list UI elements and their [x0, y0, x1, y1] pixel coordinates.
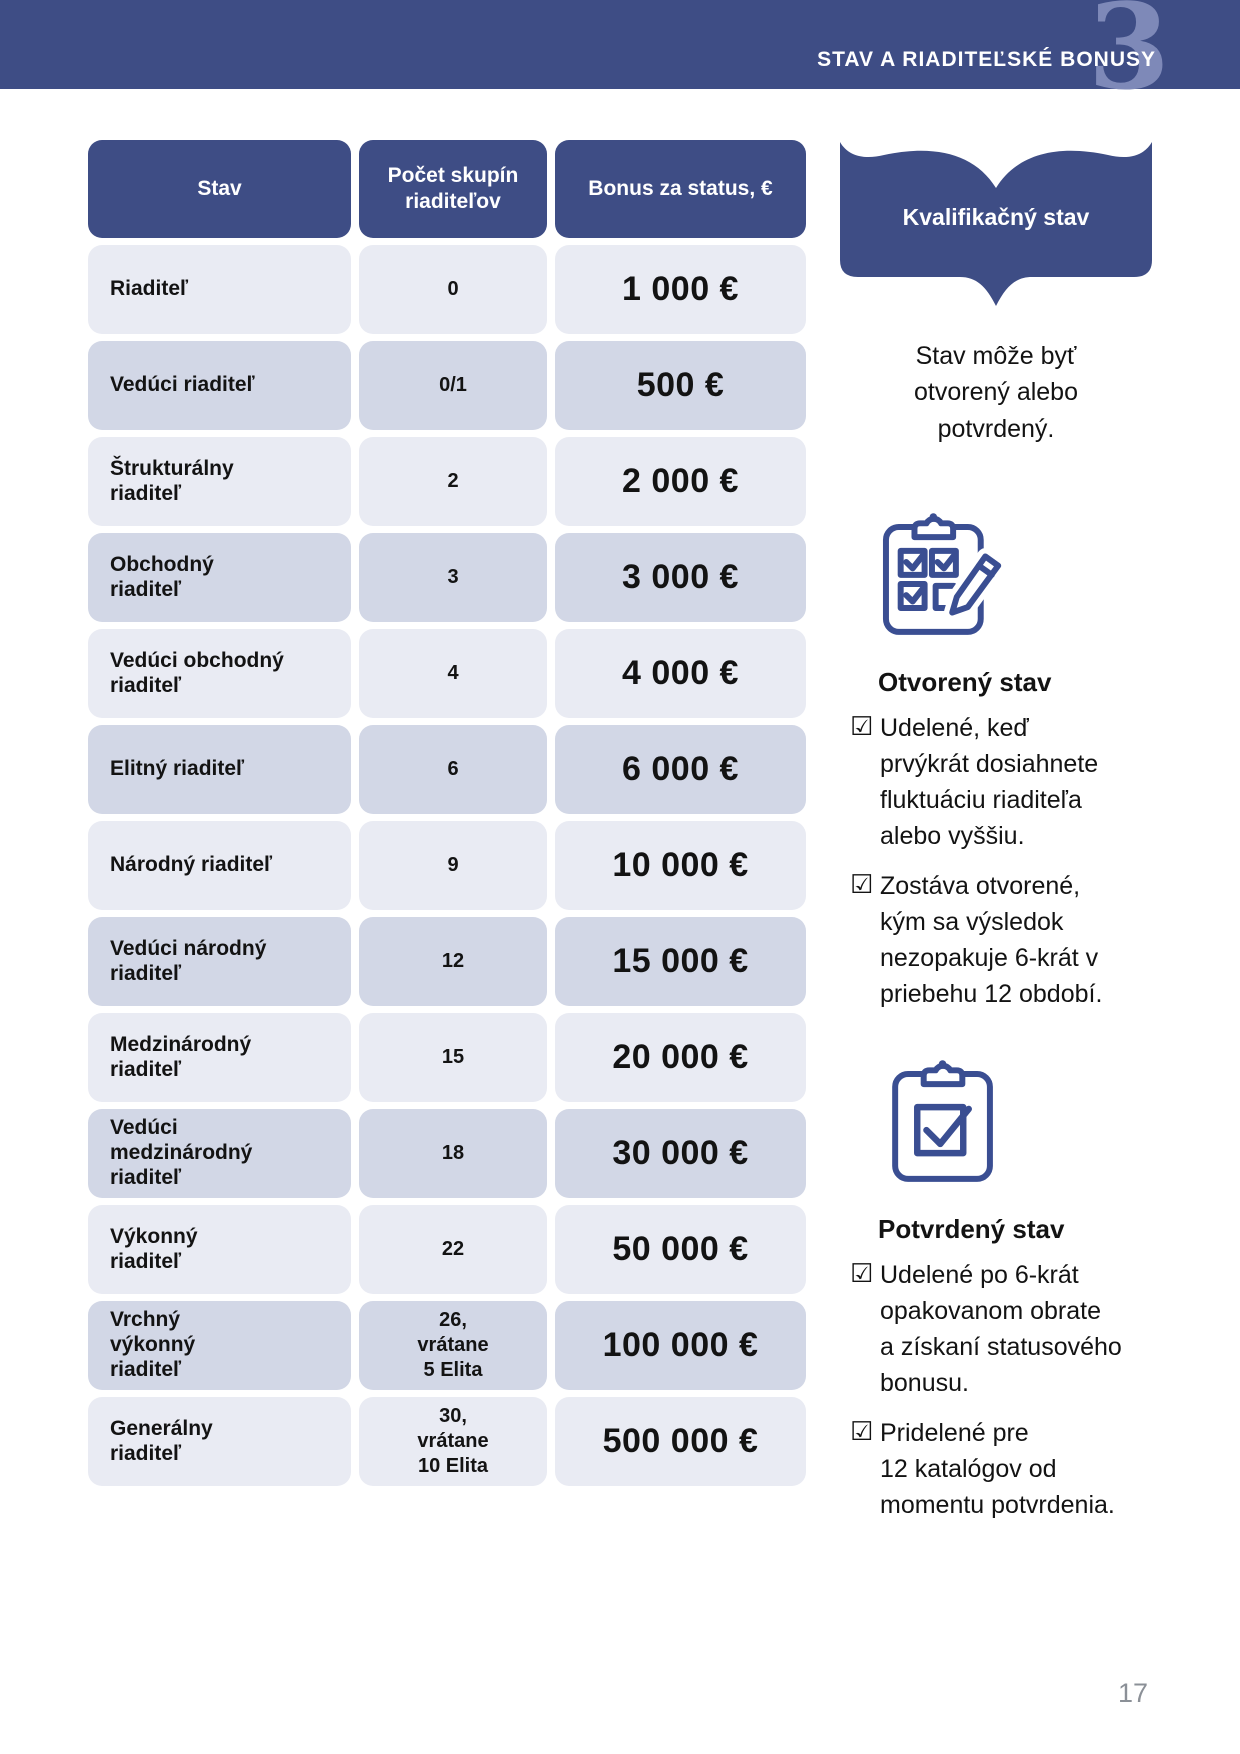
- status-cell: Vedúci riaditeľ: [88, 341, 351, 430]
- groups-cell: 9: [359, 821, 547, 910]
- status-cell: Vedúci medzinárodný riaditeľ: [88, 1109, 351, 1198]
- bullet-list: ☑ Udelené po 6-krát opakovanom obrate a …: [840, 1257, 1152, 1523]
- bonus-cell: 100 000 €: [555, 1301, 806, 1390]
- status-cell: Generálny riaditeľ: [88, 1397, 351, 1486]
- clipboard-checklist-pencil-icon: [882, 512, 1007, 635]
- qualification-sidebar: Kvalifikačný stav Stav môže byť otvorený…: [840, 140, 1152, 1537]
- checkbox-bullet-icon: ☑: [850, 869, 874, 900]
- groups-cell: 2: [359, 437, 547, 526]
- status-cell: Vedúci obchodný riaditeľ: [88, 629, 351, 718]
- list-item: ☑ Pridelené pre 12 katalógov od momentu …: [850, 1415, 1152, 1523]
- bonus-cell: 2 000 €: [555, 437, 806, 526]
- status-cell: Vedúci národný riaditeľ: [88, 917, 351, 1006]
- checkbox-bullet-icon: ☑: [850, 1258, 874, 1289]
- status-cell: Výkonný riaditeľ: [88, 1205, 351, 1294]
- bullet-text: Pridelené pre 12 katalógov od momentu po…: [880, 1418, 1115, 1519]
- list-item: ☑ Zostáva otvorené, kým sa výsledok nezo…: [850, 868, 1152, 1012]
- page-title: STAV A RIADITEĽSKÉ BONUSY: [817, 48, 1156, 71]
- groups-cell: 4: [359, 629, 547, 718]
- page-number: 17: [1117, 1678, 1148, 1708]
- groups-cell: 0/1: [359, 341, 547, 430]
- bullet-text: Udelené po 6-krát opakovanom obrate a zí…: [880, 1260, 1122, 1397]
- sidebar-intro-text: Stav môže byť otvorený alebo potvrdený.: [913, 342, 1078, 443]
- section-heading: Potvrdený stav: [878, 1213, 1065, 1244]
- list-item: ☑ Udelené po 6-krát opakovanom obrate a …: [850, 1257, 1152, 1401]
- bonus-cell: 15 000 €: [555, 917, 806, 1006]
- clipboard-checked-icon: [892, 1059, 993, 1182]
- bonus-cell: 500 000 €: [555, 1397, 806, 1486]
- bonus-cell: 20 000 €: [555, 1013, 806, 1102]
- bullet-list: ☑ Udelené, keď prvýkrát dosiahnete flukt…: [840, 710, 1152, 1012]
- ribbon-banner: Kvalifikačný stav: [840, 140, 1152, 308]
- status-cell: Národný riaditeľ: [88, 821, 351, 910]
- status-bonus-table: Stav Počet skupín riaditeľov Bonus za st…: [88, 140, 806, 1486]
- bonus-cell: 500 €: [555, 341, 806, 430]
- groups-cell: 26, vrátane 5 Elita: [359, 1301, 547, 1390]
- bonus-cell: 10 000 €: [555, 821, 806, 910]
- bonus-cell: 30 000 €: [555, 1109, 806, 1198]
- groups-cell: 3: [359, 533, 547, 622]
- groups-cell: 12: [359, 917, 547, 1006]
- bonus-cell: 1 000 €: [555, 245, 806, 334]
- bullet-text: Udelené, keď prvýkrát dosiahnete fluktuá…: [880, 713, 1099, 850]
- bonus-cell: 3 000 €: [555, 533, 806, 622]
- groups-cell: 6: [359, 725, 547, 814]
- bullet-text: Zostáva otvorené, kým sa výsledok nezopa…: [880, 871, 1103, 1008]
- bonus-cell: 4 000 €: [555, 629, 806, 718]
- confirmed-status-section: Potvrdený stav ☑ Udelené po 6-krát opako…: [840, 1214, 1152, 1523]
- open-status-section: Otvorený stav ☑ Udelené, keď prvýkrát do…: [840, 667, 1152, 1012]
- chapter-header-bar: 3 STAV A RIADITEĽSKÉ BONUSY: [0, 0, 1240, 106]
- bonus-cell: 6 000 €: [555, 725, 806, 814]
- status-cell: Obchodný riaditeľ: [88, 533, 351, 622]
- groups-cell: 0: [359, 245, 547, 334]
- chapter-number: 3: [1087, 0, 1170, 116]
- column-header-skupiny: Počet skupín riaditeľov: [359, 140, 547, 238]
- checkbox-bullet-icon: ☑: [850, 1416, 874, 1447]
- status-cell: Medzinárodný riaditeľ: [88, 1013, 351, 1102]
- section-heading: Otvorený stav: [878, 666, 1052, 697]
- status-cell: Riaditeľ: [88, 245, 351, 334]
- groups-cell: 30, vrátane 10 Elita: [359, 1397, 547, 1486]
- list-item: ☑ Udelené, keď prvýkrát dosiahnete flukt…: [850, 710, 1152, 854]
- bonus-cell: 50 000 €: [555, 1205, 806, 1294]
- ribbon-shape: [840, 142, 1152, 306]
- column-header-bonus: Bonus za status, €: [555, 140, 806, 238]
- ribbon-label: Kvalifikačný stav: [902, 204, 1090, 230]
- groups-cell: 15: [359, 1013, 547, 1102]
- status-cell: Štrukturálny riaditeľ: [88, 437, 351, 526]
- groups-cell: 22: [359, 1205, 547, 1294]
- column-header-stav: Stav: [88, 140, 351, 238]
- status-cell: Elitný riaditeľ: [88, 725, 351, 814]
- checkbox-bullet-icon: ☑: [850, 711, 874, 742]
- status-cell: Vrchný výkonný riaditeľ: [88, 1301, 351, 1390]
- groups-cell: 18: [359, 1109, 547, 1198]
